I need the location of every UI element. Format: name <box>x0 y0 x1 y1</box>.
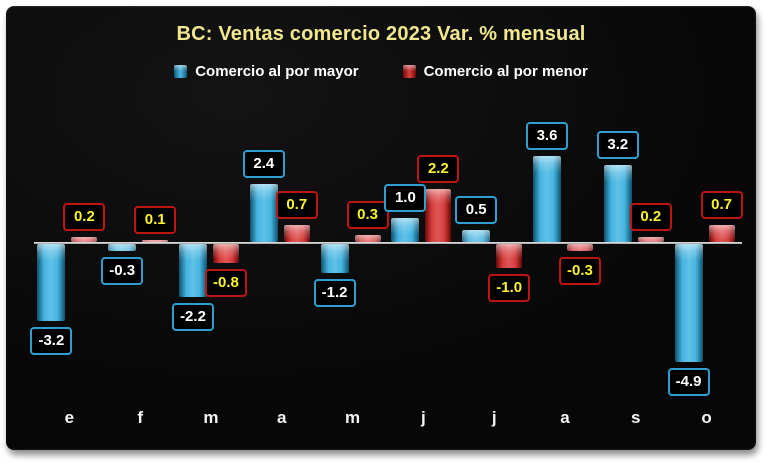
bar-mayor <box>108 244 137 252</box>
bar-menor <box>283 225 310 242</box>
month-group: -0.3 0.1 f <box>101 104 177 434</box>
value-label-mayor: -1.2 <box>313 278 356 307</box>
legend-swatch-mayor-icon <box>174 65 188 78</box>
value-label-menor: 0.1 <box>134 205 177 234</box>
month-group: 1.0 2.2 j <box>384 104 460 434</box>
category-label: e <box>64 408 75 427</box>
month-group: 0.5 -1.0 j <box>455 104 531 434</box>
chart-title: BC: Ventas comercio 2023 Var. % mensual <box>176 23 586 45</box>
value-label-menor: 2.2 <box>417 155 460 184</box>
category-label: a <box>277 408 287 427</box>
value-label-mayor: 2.4 <box>242 150 285 179</box>
month-group: 2.4 0.7 a <box>242 104 318 434</box>
bar-mayor <box>462 230 491 242</box>
bar-menor <box>142 239 169 242</box>
category-label: m <box>345 408 361 427</box>
bar-menor <box>566 244 593 252</box>
plot-area: -3.2 0.2 e -0.3 0.1 f -2.2 -0.8 m 2.4 0.7 a -1.2 0.3 m… <box>30 104 743 434</box>
category-label: f <box>137 408 144 427</box>
bar-mayor <box>603 165 632 242</box>
bar-menor <box>71 237 98 242</box>
bar-menor <box>425 189 452 242</box>
value-label-mayor: 3.6 <box>526 121 568 150</box>
value-label-menor: -0.3 <box>558 257 601 286</box>
value-label-mayor: -4.9 <box>667 367 710 396</box>
legend-label-menor: Comercio al por menor <box>423 63 588 80</box>
value-label-menor: 0.2 <box>63 203 106 232</box>
legend-item-mayor: Comercio al por mayor <box>174 63 359 80</box>
legend-item-menor: Comercio al por menor <box>402 63 588 80</box>
bar-mayor <box>37 244 66 321</box>
value-label-mayor: -0.3 <box>101 257 144 286</box>
value-label-mayor: 3.2 <box>596 131 639 160</box>
bar-mayor <box>249 184 278 242</box>
value-label-menor: 0.2 <box>629 203 672 232</box>
value-label-menor: -0.8 <box>204 269 247 298</box>
bar-mayor <box>178 244 207 297</box>
category-label: a <box>560 408 570 427</box>
month-group: -4.9 0.7 o <box>667 104 743 434</box>
value-label-menor: 0.7 <box>700 191 743 220</box>
value-label-mayor: 0.5 <box>455 196 498 224</box>
value-label-mayor: -2.2 <box>172 302 214 331</box>
category-label: j <box>491 408 497 427</box>
month-group: -1.2 0.3 m <box>313 104 389 434</box>
bar-menor <box>354 234 381 242</box>
bar-mayor <box>320 244 349 273</box>
legend: Comercio al por mayor Comercio al por me… <box>6 63 756 80</box>
zero-axis-line <box>34 242 742 244</box>
month-group: -2.2 -0.8 m <box>172 104 247 434</box>
bar-mayor <box>391 218 420 242</box>
category-label: o <box>701 408 712 427</box>
chart-frame: BC: Ventas comercio 2023 Var. % mensual … <box>6 6 756 450</box>
category-label: m <box>203 408 219 427</box>
bar-menor <box>496 244 523 268</box>
legend-label-mayor: Comercio al por mayor <box>195 63 359 80</box>
value-label-mayor: -3.2 <box>30 326 73 355</box>
value-label-menor: -1.0 <box>488 274 531 302</box>
bar-mayor <box>674 244 703 362</box>
value-label-menor: 0.7 <box>275 191 318 220</box>
value-label-menor: 0.3 <box>346 200 389 229</box>
bar-mayor <box>532 155 561 242</box>
bar-menor <box>637 237 664 242</box>
category-label: s <box>631 408 641 427</box>
legend-swatch-menor-icon <box>402 65 416 78</box>
category-label: j <box>421 408 426 427</box>
value-label-mayor: 1.0 <box>384 184 427 212</box>
month-group: -3.2 0.2 e <box>30 104 106 434</box>
bar-menor <box>212 244 239 264</box>
month-group: 3.2 0.2 s <box>596 104 672 434</box>
month-group: 3.6 -0.3 a <box>526 104 601 434</box>
bar-menor <box>708 225 735 242</box>
